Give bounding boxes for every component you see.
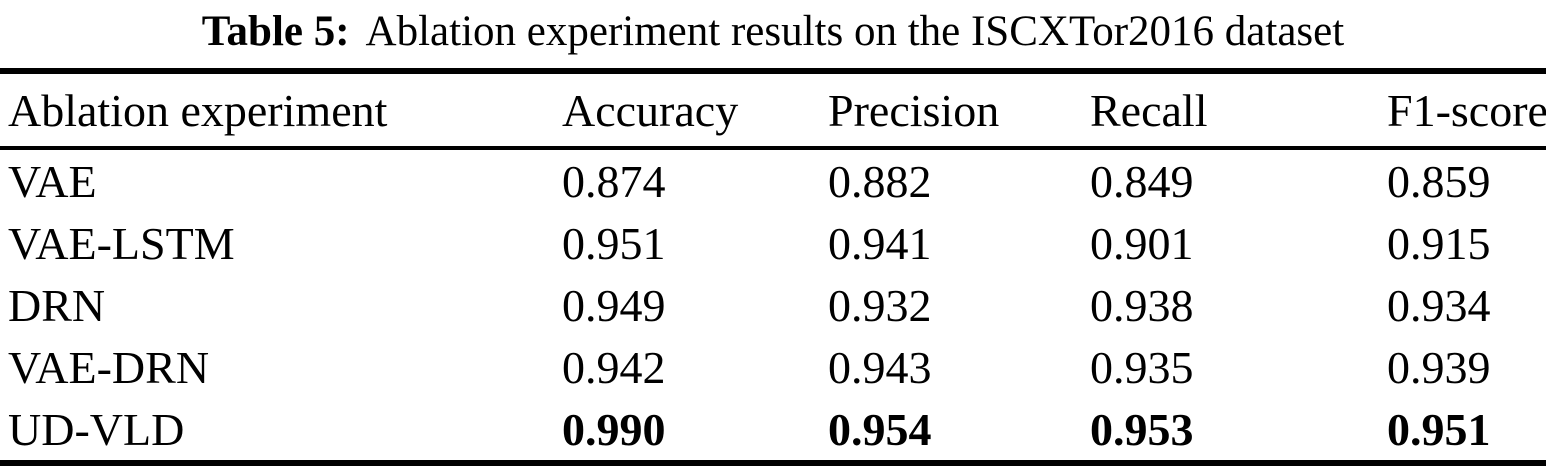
table-row-vae-drn: VAE-DRN 0.942 0.943 0.935 0.939 <box>0 336 1546 398</box>
ablation-results-table: Ablation experiment Accuracy Precision R… <box>0 68 1546 466</box>
row-label: VAE-DRN <box>8 341 210 393</box>
metric-value: 0.941 <box>828 217 932 269</box>
table-row-vae: VAE 0.874 0.882 0.849 0.859 <box>0 148 1546 212</box>
metric-value: 0.915 <box>1387 217 1491 269</box>
metric-value: 0.990 <box>562 403 666 455</box>
metric-value: 0.939 <box>1387 341 1491 393</box>
table-row-drn: DRN 0.949 0.932 0.938 0.934 <box>0 274 1546 336</box>
table-row-ud-vld: UD-VLD 0.990 0.954 0.953 0.951 <box>0 398 1546 463</box>
table-caption-label: Table 5: <box>201 8 350 55</box>
row-label: UD-VLD <box>8 403 185 455</box>
metric-value: 0.951 <box>562 217 666 269</box>
row-label: VAE <box>8 155 97 207</box>
metric-value: 0.849 <box>1090 155 1194 207</box>
metric-value: 0.943 <box>828 341 932 393</box>
column-header-recall: Recall <box>1082 71 1379 150</box>
metric-value: 0.901 <box>1090 217 1194 269</box>
metric-value: 0.932 <box>828 279 932 331</box>
column-header-ablation-experiment: Ablation experiment <box>0 71 554 150</box>
metric-value: 0.882 <box>828 155 932 207</box>
table-caption: Table 5: Ablation experiment results on t… <box>0 0 1546 68</box>
metric-value: 0.949 <box>562 279 666 331</box>
row-label: DRN <box>8 279 106 331</box>
metric-value: 0.859 <box>1387 155 1491 207</box>
column-header-accuracy: Accuracy <box>554 71 820 150</box>
metric-value: 0.935 <box>1090 341 1194 393</box>
column-header-precision: Precision <box>820 71 1082 150</box>
metric-value: 0.934 <box>1387 279 1491 331</box>
row-label: VAE-LSTM <box>8 217 235 269</box>
table-row-vae-lstm: VAE-LSTM 0.951 0.941 0.901 0.915 <box>0 212 1546 274</box>
metric-value: 0.951 <box>1387 403 1491 455</box>
metric-value: 0.954 <box>828 403 932 455</box>
header-row: Ablation experiment Accuracy Precision R… <box>0 71 1546 150</box>
metric-value: 0.938 <box>1090 279 1194 331</box>
metric-value: 0.942 <box>562 341 666 393</box>
metric-value: 0.953 <box>1090 403 1194 455</box>
column-header-f1-score: F1-score <box>1379 71 1546 150</box>
table-caption-text: Ablation experiment results on the ISCXT… <box>365 8 1345 55</box>
metric-value: 0.874 <box>562 155 666 207</box>
